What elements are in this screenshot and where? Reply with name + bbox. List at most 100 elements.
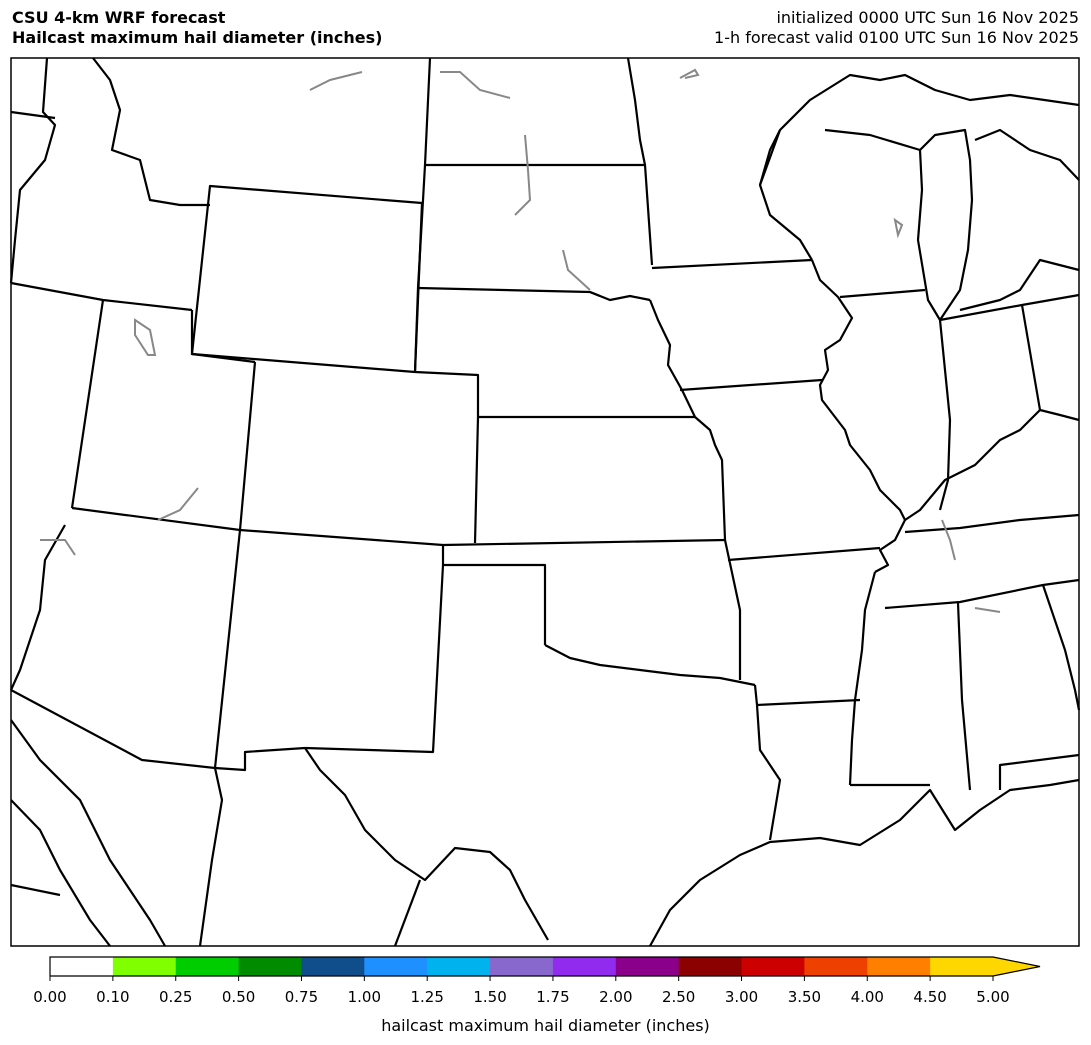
mn-wi [758, 129, 813, 261]
colorbar-tick-label: 1.00 [347, 988, 382, 1006]
colorbar-tick-label: 4.50 [913, 988, 947, 1006]
colorbar-segment [804, 957, 868, 976]
baja [10, 799, 111, 947]
colorbar-segment [930, 957, 994, 976]
nm-south [214, 746, 306, 772]
colorbar-segment [741, 957, 805, 976]
az-west [9, 524, 66, 691]
colorbar-tick-label: 2.00 [599, 988, 633, 1006]
co-south [239, 528, 444, 547]
colorbar-tick-label: 1.50 [473, 988, 507, 1006]
colorbar-tick-label: 0.50 [221, 988, 256, 1006]
ok-north [442, 538, 726, 547]
lakes-rivers [40, 68, 1001, 613]
lake-powell [157, 487, 199, 521]
colorbar-tick-label: 1.75 [536, 988, 570, 1006]
valid-time: 1-h forecast valid 0100 UTC Sun 16 Nov 2… [714, 28, 1079, 47]
ok-east [723, 539, 742, 680]
lake-sakakawea [440, 71, 511, 99]
colorbar-segment [867, 957, 931, 976]
colorbar-segment [552, 957, 617, 976]
lower-mi [959, 128, 1080, 312]
red-river [544, 644, 756, 687]
mississippi-lower [848, 571, 877, 786]
tn-south [884, 578, 1080, 610]
title-field: Hailcast maximum hail diameter (inches) [12, 28, 383, 47]
colorbar-label: hailcast maximum hail diameter (inches) [381, 1016, 710, 1035]
az-north [71, 506, 241, 532]
map-frame [10, 57, 1080, 947]
tx-west [304, 564, 445, 754]
colorbar-segment [301, 957, 365, 976]
lake-fort-peck [309, 71, 363, 91]
ia-mo [679, 378, 823, 392]
lake-michigan [916, 128, 974, 322]
wi-mi [824, 128, 921, 152]
al-river [974, 607, 1001, 613]
lewis-clark-lake [562, 249, 591, 291]
ks-west [473, 416, 480, 544]
wyoming [190, 184, 424, 374]
mi-in-oh [939, 293, 1080, 322]
red-lake [679, 68, 700, 79]
colorbar-tick-label: 3.00 [724, 988, 759, 1006]
nm-west [213, 361, 257, 769]
ut-west [70, 299, 105, 509]
nd-west [413, 57, 432, 373]
great-salt-lake [134, 318, 157, 356]
colorbar-tick-label: 1.25 [410, 988, 444, 1006]
superior-shore [758, 73, 1080, 186]
colorbar-tick-label: 4.00 [850, 988, 884, 1006]
colorbar-segment [50, 957, 114, 976]
ohio-river [904, 408, 1080, 521]
az-south [10, 689, 216, 770]
lake-mead [40, 539, 76, 556]
rio-grande [304, 747, 549, 941]
lake-oahe [514, 134, 532, 216]
al-ga [1041, 584, 1081, 711]
fl-al [998, 753, 1080, 790]
colorbar-segment [175, 957, 240, 976]
ar-la [756, 698, 861, 707]
colorbar-segment [427, 957, 491, 976]
ne-ks [414, 370, 695, 419]
id-west-border [9, 57, 57, 284]
sd-mn-wiggle [589, 290, 601, 298]
ut-north [190, 310, 256, 364]
mexico-west [10, 719, 166, 947]
ia-north [651, 258, 813, 270]
lake-winnebago [893, 217, 904, 239]
id-mt-border [92, 57, 210, 207]
title-model: CSU 4-km WRF forecast [12, 8, 226, 27]
state-borders [9, 57, 1081, 947]
ms-al [956, 602, 972, 791]
tx-la [753, 684, 782, 841]
missouri-river [648, 299, 727, 541]
ok-panhandle [441, 545, 547, 645]
mexico-mid [198, 767, 224, 947]
mn-dakota [626, 57, 654, 266]
mo-ar [727, 546, 881, 562]
wi-il [839, 288, 926, 299]
colorbar-tick-label: 0.10 [96, 988, 130, 1006]
colorbar-tick-label: 2.50 [661, 988, 696, 1006]
colorbar-tick-label: 3.50 [787, 988, 822, 1006]
mexico-east [393, 879, 422, 947]
colorbar-tick-label: 0.00 [33, 988, 67, 1006]
colorbar-tick-label: 0.75 [284, 988, 319, 1006]
colorbar-tick-label: 0.25 [159, 988, 193, 1006]
colorbar-segment [238, 957, 302, 976]
gulf-coast [649, 778, 1080, 947]
colorbar-outline [49, 956, 1041, 977]
colorbar-segment [364, 957, 428, 976]
colorbar-tick-label: 5.00 [976, 988, 1010, 1006]
kentucky-lake [941, 519, 956, 561]
colorbar-segment [112, 957, 177, 976]
init-time: initialized 0000 UTC Sun 16 Nov 2025 [776, 8, 1079, 27]
colorbar [49, 956, 1041, 981]
in-oh [1020, 304, 1042, 411]
colorbar-segment [678, 957, 743, 976]
sd-ne [417, 286, 651, 302]
